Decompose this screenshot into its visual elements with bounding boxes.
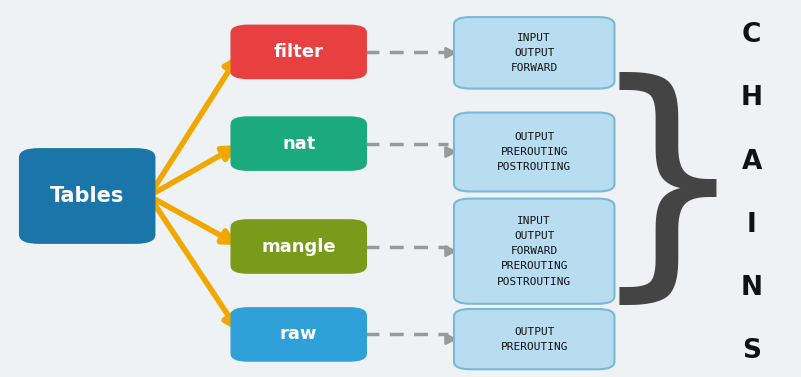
Text: C: C	[742, 22, 762, 48]
FancyBboxPatch shape	[231, 25, 367, 79]
Text: N: N	[741, 275, 763, 301]
Text: I: I	[747, 212, 757, 238]
FancyBboxPatch shape	[454, 199, 614, 304]
Text: A: A	[742, 149, 762, 175]
Text: OUTPUT
PREROUTING
POSTROUTING: OUTPUT PREROUTING POSTROUTING	[497, 132, 571, 172]
Text: nat: nat	[282, 135, 316, 153]
Text: mangle: mangle	[261, 238, 336, 256]
Text: filter: filter	[274, 43, 324, 61]
Text: H: H	[741, 85, 763, 111]
Text: S: S	[743, 338, 761, 364]
FancyBboxPatch shape	[19, 148, 155, 244]
FancyBboxPatch shape	[454, 17, 614, 89]
Text: INPUT
OUTPUT
FORWARD: INPUT OUTPUT FORWARD	[510, 33, 557, 73]
FancyBboxPatch shape	[454, 309, 614, 369]
Text: Tables: Tables	[50, 186, 124, 206]
FancyBboxPatch shape	[231, 219, 367, 274]
Text: OUTPUT
PREROUTING: OUTPUT PREROUTING	[501, 326, 568, 352]
FancyBboxPatch shape	[454, 112, 614, 192]
Text: raw: raw	[280, 325, 317, 343]
Text: }: }	[588, 72, 748, 315]
Text: INPUT
OUTPUT
FORWARD
PREROUTING
POSTROUTING: INPUT OUTPUT FORWARD PREROUTING POSTROUT…	[497, 216, 571, 287]
FancyBboxPatch shape	[231, 307, 367, 362]
FancyBboxPatch shape	[231, 116, 367, 171]
